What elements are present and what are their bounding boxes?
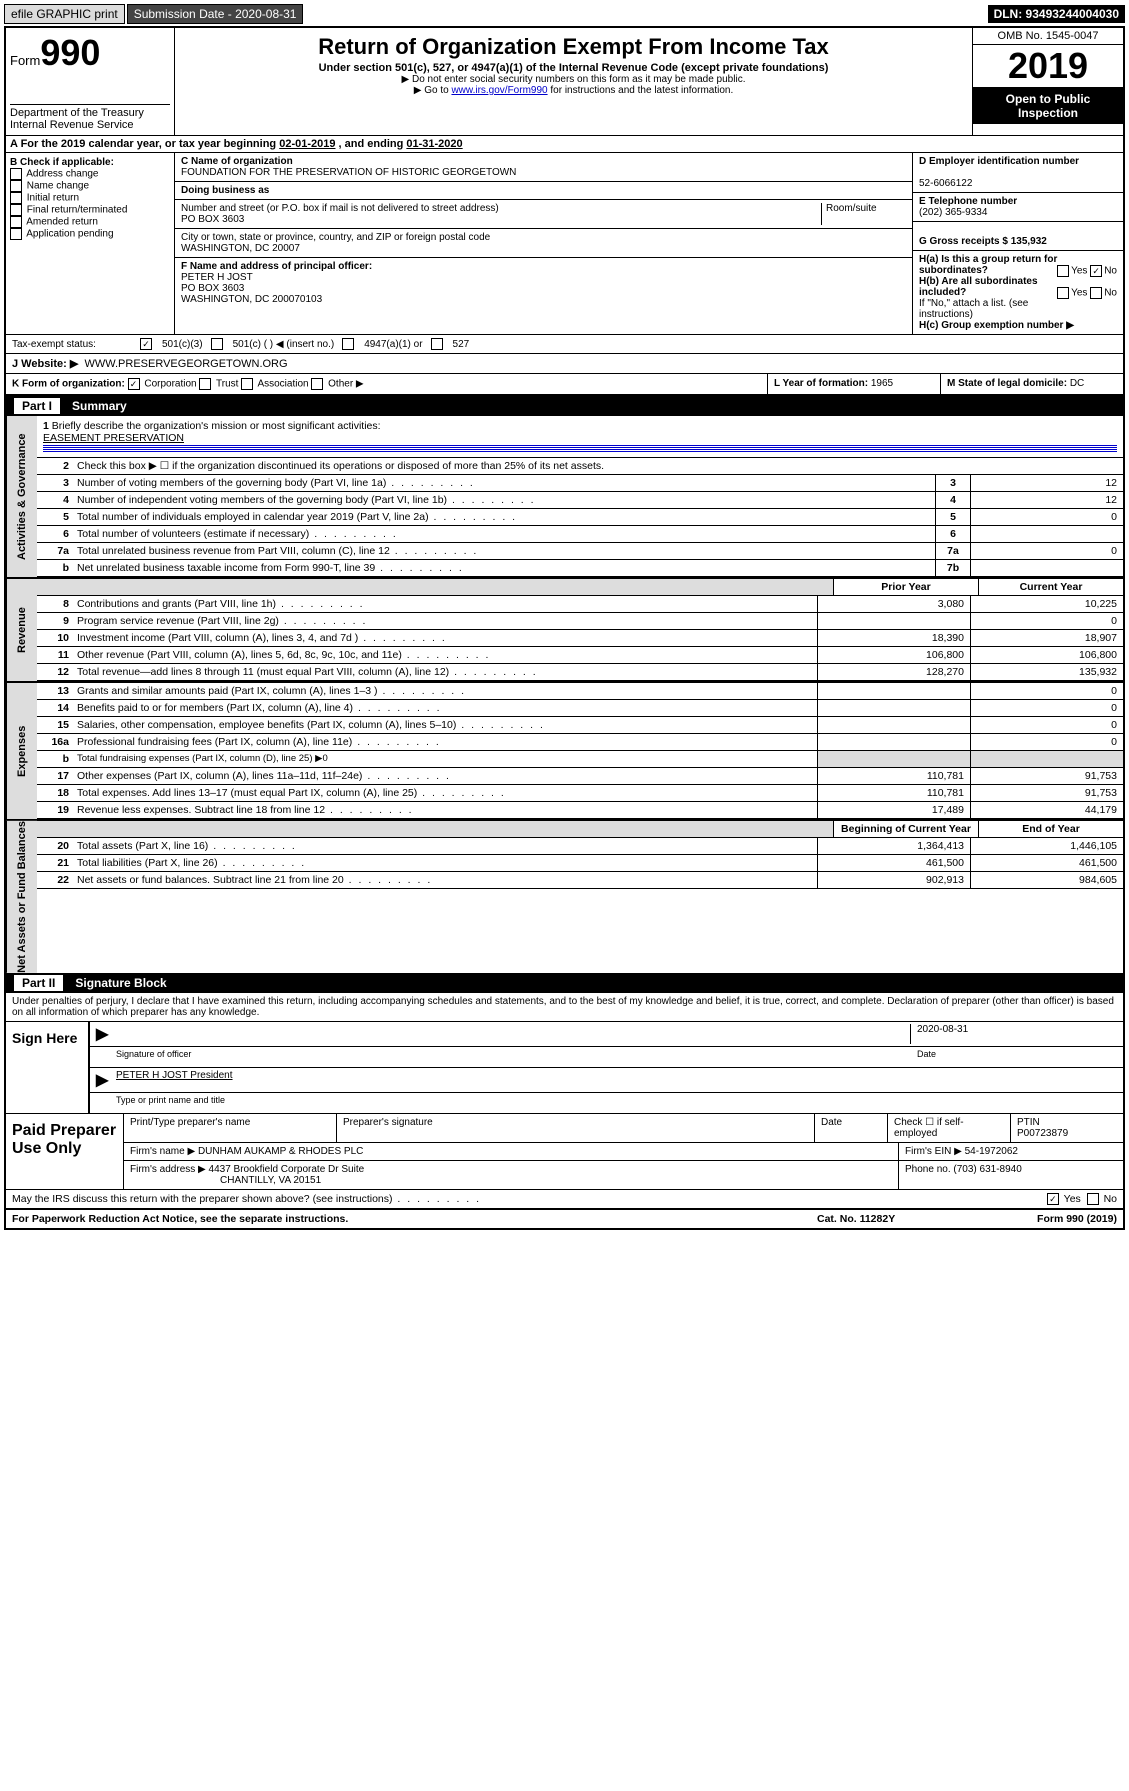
summary-line: 13Grants and similar amounts paid (Part … [37, 683, 1123, 700]
discuss-row: May the IRS discuss this return with the… [6, 1190, 1123, 1210]
hb-yes[interactable] [1057, 287, 1069, 299]
h-cell: H(a) Is this a group return for subordin… [913, 251, 1123, 334]
header-center: Return of Organization Exempt From Incom… [175, 28, 972, 135]
summary-line: 18Total expenses. Add lines 13–17 (must … [37, 785, 1123, 802]
summary-line: 9Program service revenue (Part VIII, lin… [37, 613, 1123, 630]
efile-btn[interactable]: efile GRAPHIC print [4, 4, 125, 24]
street-cell: Number and street (or P.O. box if mail i… [175, 200, 912, 229]
period-row: A For the 2019 calendar year, or tax yea… [6, 136, 1123, 153]
side-label: Activities & Governance [6, 416, 37, 577]
org-name-cell: C Name of organization FOUNDATION FOR TH… [175, 153, 912, 182]
summary-line: 20Total assets (Part X, line 16)1,364,41… [37, 838, 1123, 855]
summary-line: 7aTotal unrelated business revenue from … [37, 543, 1123, 560]
paid-label: Paid Preparer Use Only [6, 1114, 124, 1189]
open-public: Open to Public Inspection [973, 88, 1123, 124]
summary-line: 3Number of voting members of the governi… [37, 475, 1123, 492]
summary-line: 8Contributions and grants (Part VIII, li… [37, 596, 1123, 613]
summary-line: 2Check this box ▶ ☐ if the organization … [37, 458, 1123, 475]
summary-line: 17Other expenses (Part IX, column (A), l… [37, 768, 1123, 785]
submission-date: Submission Date - 2020-08-31 [127, 4, 304, 24]
check-501c[interactable] [211, 338, 223, 350]
side-label: Net Assets or Fund Balances [6, 821, 37, 973]
ha-yes[interactable] [1057, 265, 1069, 277]
summary-line: 5Total number of individuals employed in… [37, 509, 1123, 526]
ein-cell: D Employer identification number 52-6066… [913, 153, 1123, 193]
dba-cell: Doing business as [175, 182, 912, 200]
check-application-pending[interactable] [10, 228, 22, 240]
header-right: OMB No. 1545-0047 2019 Open to Public In… [972, 28, 1123, 135]
paid-preparer-row: Paid Preparer Use Only Print/Type prepar… [6, 1114, 1123, 1190]
website-row: J Website: ▶ WWW.PRESERVEGEORGETOWN.ORG [6, 354, 1123, 374]
summary-line: 15Salaries, other compensation, employee… [37, 717, 1123, 734]
omb-number: OMB No. 1545-0047 [973, 28, 1123, 45]
summary-line: 22Net assets or fund balances. Subtract … [37, 872, 1123, 889]
col-c: C Name of organization FOUNDATION FOR TH… [175, 153, 913, 334]
summary-line: 19Revenue less expenses. Subtract line 1… [37, 802, 1123, 819]
form-subtitle: Under section 501(c), 527, or 4947(a)(1)… [179, 62, 968, 74]
discuss-no[interactable] [1087, 1193, 1099, 1205]
footer-row: For Paperwork Reduction Act Notice, see … [6, 1210, 1123, 1228]
check-amended-return[interactable] [10, 216, 22, 228]
info-grid: B Check if applicable: Address change Na… [6, 153, 1123, 335]
check-corp[interactable] [128, 378, 140, 390]
check-501c3[interactable] [140, 338, 152, 350]
side-label: Revenue [6, 579, 37, 681]
irs-link[interactable]: www.irs.gov/Form990 [451, 85, 547, 96]
topbar: efile GRAPHIC print Submission Date - 20… [4, 4, 1125, 24]
check-other[interactable] [311, 378, 323, 390]
dept-treasury: Department of the Treasury Internal Reve… [10, 104, 170, 131]
check-address-change[interactable] [10, 168, 22, 180]
summary-line: 12Total revenue—add lines 8 through 11 (… [37, 664, 1123, 681]
ha-no[interactable] [1090, 265, 1102, 277]
gross-cell: G Gross receipts $ 135,932 [913, 222, 1123, 251]
summary-line: 6Total number of volunteers (estimate if… [37, 526, 1123, 543]
note-goto: ▶ Go to www.irs.gov/Form990 for instruct… [179, 85, 968, 96]
tax-year: 2019 [973, 45, 1123, 88]
check-name-change[interactable] [10, 180, 22, 192]
part1-header: Part I Summary [6, 396, 1123, 416]
note-ssn: ▶ Do not enter social security numbers o… [179, 74, 968, 85]
side-label: Expenses [6, 683, 37, 819]
officer-cell: F Name and address of principal officer:… [175, 258, 912, 308]
check-trust[interactable] [199, 378, 211, 390]
check-initial-return[interactable] [10, 192, 22, 204]
summary-line: 16aProfessional fundraising fees (Part I… [37, 734, 1123, 751]
sign-here-row: Sign Here ▶2020-08-31 Signature of offic… [6, 1022, 1123, 1114]
signature-block: Under penalties of perjury, I declare th… [6, 993, 1123, 1228]
dln: DLN: 93493244004030 [988, 5, 1125, 23]
form-title: Return of Organization Exempt From Incom… [179, 34, 968, 60]
arrow-icon: ▶ [96, 1024, 116, 1044]
form-number-box: Form990 Department of the Treasury Inter… [6, 28, 175, 135]
summary-line: 21Total liabilities (Part X, line 26)461… [37, 855, 1123, 872]
form-outer: Form990 Department of the Treasury Inter… [4, 26, 1125, 1230]
summary-line: 4Number of independent voting members of… [37, 492, 1123, 509]
summary-line: bNet unrelated business taxable income f… [37, 560, 1123, 577]
hb-no[interactable] [1090, 287, 1102, 299]
row-k: K Form of organization: Corporation Trus… [6, 374, 1123, 396]
perjury-declaration: Under penalties of perjury, I declare th… [6, 993, 1123, 1022]
check-4947[interactable] [342, 338, 354, 350]
summary-line: bTotal fundraising expenses (Part IX, co… [37, 751, 1123, 768]
summary-line: 10Investment income (Part VIII, column (… [37, 630, 1123, 647]
phone-cell: E Telephone number (202) 365-9334 [913, 193, 1123, 222]
col-d: D Employer identification number 52-6066… [913, 153, 1123, 334]
sign-here-label: Sign Here [6, 1022, 90, 1113]
city-cell: City or town, state or province, country… [175, 229, 912, 258]
col-b: B Check if applicable: Address change Na… [6, 153, 175, 334]
summary-line: 11Other revenue (Part VIII, column (A), … [37, 647, 1123, 664]
tax-status-row: Tax-exempt status: 501(c)(3) 501(c) ( ) … [6, 335, 1123, 354]
arrow-icon: ▶ [96, 1070, 116, 1090]
discuss-yes[interactable] [1047, 1193, 1059, 1205]
check-final-return-terminated[interactable] [10, 204, 22, 216]
check-assoc[interactable] [241, 378, 253, 390]
part2-header: Part II Signature Block [6, 973, 1123, 993]
header-row: Form990 Department of the Treasury Inter… [6, 28, 1123, 136]
check-527[interactable] [431, 338, 443, 350]
summary-line: 1 Briefly describe the organization's mi… [37, 416, 1123, 458]
summary-line: 14Benefits paid to or for members (Part … [37, 700, 1123, 717]
